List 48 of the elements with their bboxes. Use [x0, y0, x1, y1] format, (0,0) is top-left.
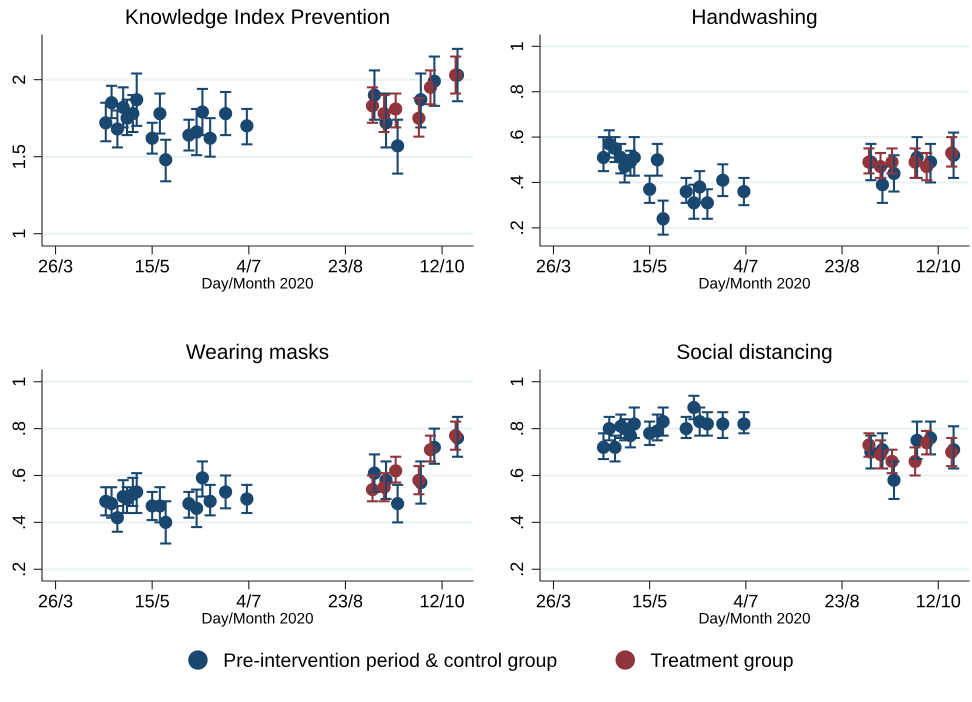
x-tick-label: 23/8: [825, 259, 859, 272]
x-tick-label: 4/7: [734, 259, 758, 272]
x-tick-label: 23/8: [328, 259, 362, 272]
x-tick-label: 26/3: [536, 594, 570, 608]
y-tick-label: .6: [12, 468, 26, 482]
x-tick-label: 12/10: [420, 259, 464, 272]
legend-label: Pre-intervention period & control group: [224, 652, 556, 671]
y-tick-label: .8: [12, 422, 26, 434]
x-tick-label: 23/8: [328, 594, 362, 608]
x-tick-label: 15/5: [633, 594, 666, 608]
x-tick-label: 12/10: [420, 594, 464, 608]
y-tick-label: 1: [510, 42, 524, 50]
chart-title: Knowledge Index Prevention: [126, 8, 389, 28]
x-tick-label: 15/5: [136, 259, 169, 272]
x-tick-label: 4/7: [734, 594, 758, 608]
x-tick-label: 4/7: [236, 594, 260, 608]
x-tick-label: 4/7: [236, 259, 260, 272]
y-tick-label: .4: [510, 515, 524, 528]
x-axis-title: Day/Month 2020: [202, 277, 313, 292]
chart-title: Wearing masks: [186, 344, 328, 364]
y-tick-label: .8: [510, 84, 524, 98]
y-tick-label: .6: [510, 130, 524, 143]
y-tick-label: 1.5: [12, 144, 26, 168]
y-tick-label: .6: [510, 468, 524, 482]
x-tick-label: 15/5: [136, 594, 169, 608]
y-tick-label: 2: [12, 76, 26, 84]
x-axis-title: Day/Month 2020: [202, 612, 313, 627]
y-tick-label: .4: [12, 515, 26, 528]
x-tick-label: 26/3: [38, 259, 72, 272]
y-tick-label: .2: [510, 221, 524, 234]
x-tick-label: 26/3: [536, 259, 570, 272]
chart-title: Handwashing: [693, 8, 816, 28]
y-tick-label: 1: [12, 378, 26, 386]
x-tick-label: 12/10: [917, 594, 960, 608]
y-tick-label: .2: [12, 562, 26, 576]
y-tick-label: 1: [510, 378, 524, 386]
legend-label: Treatment group: [650, 653, 793, 671]
x-tick-label: 15/5: [633, 259, 666, 272]
y-tick-label: .2: [510, 562, 524, 576]
y-tick-label: .4: [510, 175, 524, 188]
x-tick-label: 26/3: [38, 594, 72, 608]
y-tick-label: .8: [510, 422, 524, 434]
x-tick-label: 12/10: [917, 259, 960, 272]
x-tick-label: 23/8: [825, 594, 859, 608]
x-axis-title: Day/Month 2020: [700, 612, 810, 627]
x-axis-title: Day/Month 2020: [700, 277, 810, 292]
chart-title: Social distancing: [677, 344, 832, 364]
y-tick-label: 1: [12, 230, 26, 238]
